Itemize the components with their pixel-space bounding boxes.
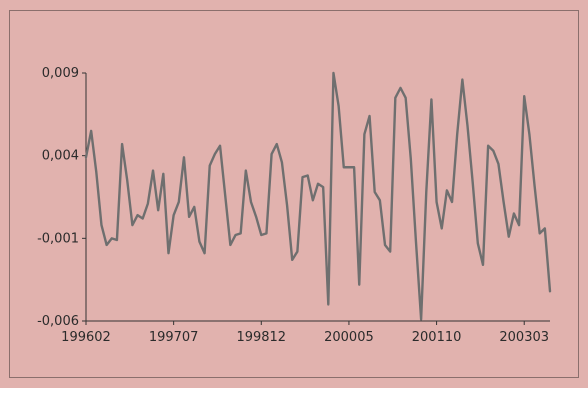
y-tick-label: 0,004 — [42, 149, 79, 164]
y-tick-label: -0,001 — [37, 231, 79, 246]
x-tick-label: 199602 — [61, 330, 111, 345]
x-tick-label: 200005 — [324, 330, 374, 345]
x-tick-label: 199707 — [149, 330, 199, 345]
y-axis-ticks: 0,009 0,004 -0,001 -0,006 — [37, 66, 86, 329]
series-line — [84, 71, 552, 321]
x-tick-label: 199812 — [236, 330, 286, 345]
x-tick-label: 200303 — [499, 330, 549, 345]
y-tick-label: 0,009 — [42, 66, 79, 81]
x-axis-ticks: 199602 199707 199812 200005 200110 200303 — [61, 321, 549, 345]
chart-frame — [9, 10, 579, 378]
y-tick-label: -0,006 — [37, 314, 79, 329]
x-tick-label: 200110 — [412, 330, 462, 345]
